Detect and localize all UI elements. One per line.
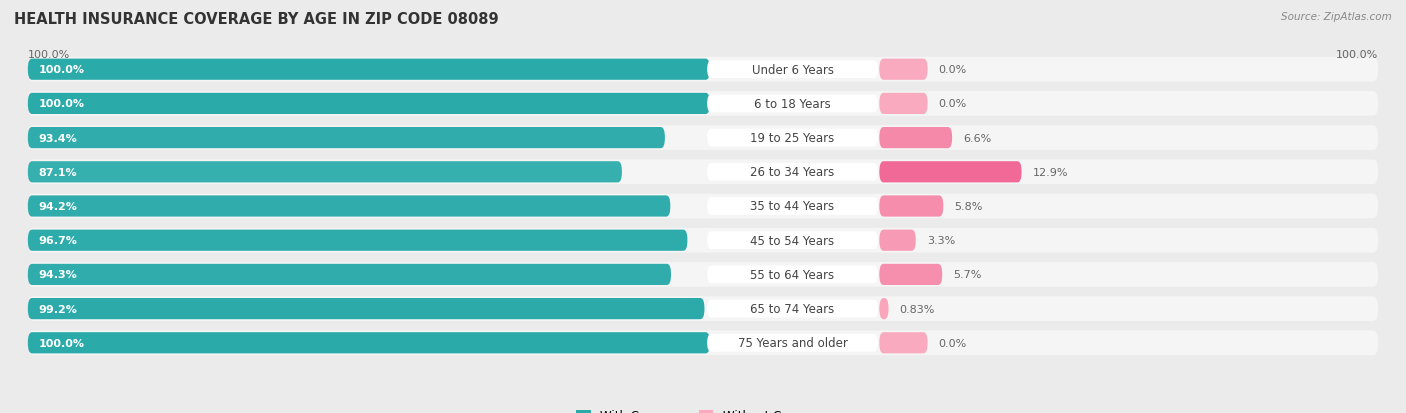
FancyBboxPatch shape bbox=[28, 298, 704, 319]
Text: 12.9%: 12.9% bbox=[1032, 167, 1069, 177]
FancyBboxPatch shape bbox=[879, 264, 942, 285]
FancyBboxPatch shape bbox=[28, 228, 1378, 253]
FancyBboxPatch shape bbox=[707, 232, 877, 249]
Text: 100.0%: 100.0% bbox=[39, 65, 84, 75]
FancyBboxPatch shape bbox=[707, 300, 877, 318]
Text: 0.83%: 0.83% bbox=[900, 304, 935, 314]
Text: 96.7%: 96.7% bbox=[39, 236, 77, 246]
FancyBboxPatch shape bbox=[28, 92, 1378, 116]
Text: 100.0%: 100.0% bbox=[1336, 50, 1378, 59]
Text: Under 6 Years: Under 6 Years bbox=[752, 64, 834, 76]
FancyBboxPatch shape bbox=[707, 198, 877, 215]
Text: 94.3%: 94.3% bbox=[39, 270, 77, 280]
FancyBboxPatch shape bbox=[28, 297, 1378, 321]
Text: 0.0%: 0.0% bbox=[939, 65, 967, 75]
Text: 55 to 64 Years: 55 to 64 Years bbox=[751, 268, 835, 281]
FancyBboxPatch shape bbox=[707, 129, 877, 147]
FancyBboxPatch shape bbox=[707, 266, 877, 284]
Text: 100.0%: 100.0% bbox=[39, 99, 84, 109]
Text: 100.0%: 100.0% bbox=[39, 338, 84, 348]
Text: 87.1%: 87.1% bbox=[39, 167, 77, 177]
FancyBboxPatch shape bbox=[879, 94, 928, 115]
Text: 6.6%: 6.6% bbox=[963, 133, 991, 143]
FancyBboxPatch shape bbox=[707, 164, 877, 181]
FancyBboxPatch shape bbox=[707, 334, 877, 352]
FancyBboxPatch shape bbox=[28, 194, 1378, 219]
FancyBboxPatch shape bbox=[879, 332, 928, 354]
Text: 5.7%: 5.7% bbox=[953, 270, 981, 280]
Text: 94.2%: 94.2% bbox=[39, 202, 77, 211]
Text: 19 to 25 Years: 19 to 25 Years bbox=[751, 132, 835, 145]
Text: 0.0%: 0.0% bbox=[939, 99, 967, 109]
FancyBboxPatch shape bbox=[707, 95, 877, 113]
FancyBboxPatch shape bbox=[28, 160, 1378, 185]
Text: 99.2%: 99.2% bbox=[39, 304, 77, 314]
Text: 5.8%: 5.8% bbox=[955, 202, 983, 211]
FancyBboxPatch shape bbox=[28, 162, 621, 183]
Text: 0.0%: 0.0% bbox=[939, 338, 967, 348]
Text: 3.3%: 3.3% bbox=[927, 236, 955, 246]
FancyBboxPatch shape bbox=[879, 59, 928, 81]
FancyBboxPatch shape bbox=[28, 264, 671, 285]
FancyBboxPatch shape bbox=[28, 230, 688, 251]
Text: 93.4%: 93.4% bbox=[39, 133, 77, 143]
FancyBboxPatch shape bbox=[28, 126, 1378, 151]
Text: 65 to 74 Years: 65 to 74 Years bbox=[751, 302, 835, 316]
Text: 26 to 34 Years: 26 to 34 Years bbox=[751, 166, 835, 179]
Text: 35 to 44 Years: 35 to 44 Years bbox=[751, 200, 835, 213]
FancyBboxPatch shape bbox=[28, 94, 710, 115]
Text: 75 Years and older: 75 Years and older bbox=[738, 337, 848, 349]
Text: 100.0%: 100.0% bbox=[28, 50, 70, 59]
FancyBboxPatch shape bbox=[879, 230, 915, 251]
FancyBboxPatch shape bbox=[879, 196, 943, 217]
FancyBboxPatch shape bbox=[28, 332, 710, 354]
Legend: With Coverage, Without Coverage: With Coverage, Without Coverage bbox=[572, 404, 834, 413]
FancyBboxPatch shape bbox=[28, 331, 1378, 355]
Text: Source: ZipAtlas.com: Source: ZipAtlas.com bbox=[1281, 12, 1392, 22]
FancyBboxPatch shape bbox=[879, 162, 1022, 183]
Text: 45 to 54 Years: 45 to 54 Years bbox=[751, 234, 835, 247]
FancyBboxPatch shape bbox=[28, 262, 1378, 287]
FancyBboxPatch shape bbox=[28, 59, 710, 81]
Text: HEALTH INSURANCE COVERAGE BY AGE IN ZIP CODE 08089: HEALTH INSURANCE COVERAGE BY AGE IN ZIP … bbox=[14, 12, 499, 27]
Text: 6 to 18 Years: 6 to 18 Years bbox=[754, 97, 831, 111]
FancyBboxPatch shape bbox=[28, 58, 1378, 82]
FancyBboxPatch shape bbox=[879, 128, 952, 149]
FancyBboxPatch shape bbox=[707, 61, 877, 79]
FancyBboxPatch shape bbox=[879, 298, 889, 319]
FancyBboxPatch shape bbox=[28, 196, 671, 217]
FancyBboxPatch shape bbox=[28, 128, 665, 149]
